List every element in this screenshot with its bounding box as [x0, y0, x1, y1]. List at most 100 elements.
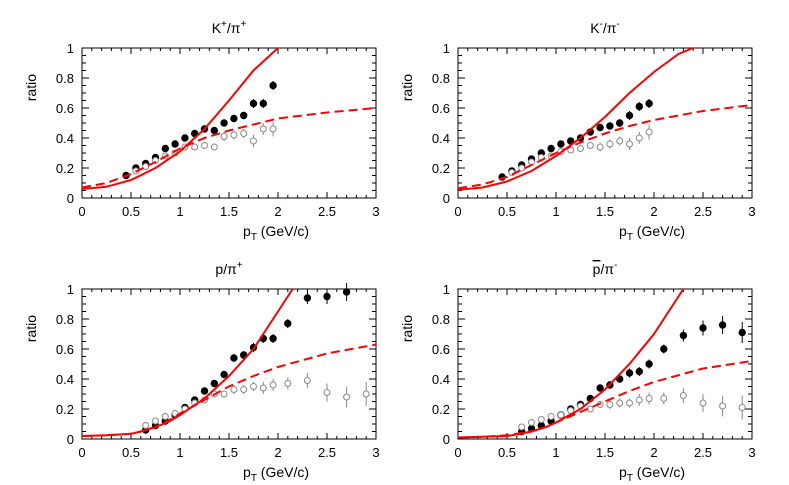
open-data-point: [645, 128, 653, 136]
open-data-point: [635, 396, 643, 404]
x-tick-label: 2: [274, 445, 281, 460]
filled-data-point: [645, 360, 653, 368]
filled-data-point: [635, 102, 643, 111]
x-tick-label: 0.5: [122, 445, 140, 460]
filled-data-point: [284, 319, 292, 328]
y-tick-label: 0.4: [56, 372, 74, 387]
open-data-point: [547, 413, 555, 420]
y-tick-label: 0.2: [432, 161, 450, 176]
filled-data-point: [718, 321, 727, 329]
open-data-point: [616, 399, 624, 407]
open-data-point: [230, 386, 238, 393]
filled-data-point: [616, 119, 624, 127]
open-data-point: [518, 423, 526, 431]
filled-data-point: [269, 334, 277, 343]
filled-data-point: [635, 367, 643, 376]
filled-data-point: [660, 345, 668, 353]
open-data-point: [269, 125, 277, 133]
y-tick-label: 0.6: [56, 342, 74, 357]
open-data-point: [719, 402, 727, 410]
x-tick-label: 1.5: [596, 445, 614, 460]
plot-frame: [81, 288, 377, 440]
open-data-point: [269, 381, 277, 389]
open-data-point: [230, 131, 238, 139]
x-tick-label: 1: [552, 445, 559, 460]
open-data-point: [645, 395, 653, 402]
y-tick-label: 0: [67, 191, 74, 206]
x-tick-label: 2.5: [694, 445, 712, 460]
filled-data-point: [303, 294, 312, 302]
open-data-point: [191, 143, 199, 151]
x-tick-label: 2: [650, 204, 657, 219]
dashed-curve: [82, 107, 376, 189]
y-tick-label: 0.4: [432, 372, 450, 387]
open-data-point: [250, 137, 257, 145]
y-tick-label: 0.2: [432, 402, 450, 417]
chart-title: p/π-: [593, 260, 618, 277]
open-data-point: [142, 163, 150, 170]
filled-data-point: [596, 123, 604, 132]
x-tick-label: 1: [176, 204, 183, 219]
open-data-point: [152, 417, 159, 425]
y-tick-label: 0.6: [432, 342, 450, 357]
filled-data-point: [200, 387, 209, 395]
solid-curve: [458, 48, 694, 191]
filled-data-point: [220, 119, 228, 127]
open-data-point: [626, 140, 633, 148]
filled-data-point: [645, 99, 653, 108]
open-data-point: [161, 413, 169, 420]
x-tick-label: 3: [372, 445, 379, 460]
open-data-point: [660, 395, 668, 402]
y-tick-label: 1: [67, 41, 74, 56]
filled-data-point: [679, 331, 688, 340]
filled-data-point: [269, 81, 277, 90]
open-data-point: [220, 390, 228, 398]
filled-data-point: [596, 384, 604, 392]
chart-title: K-/π-: [590, 19, 620, 36]
filled-data-point: [161, 144, 170, 153]
open-data-point: [616, 137, 624, 145]
open-data-point: [596, 143, 604, 151]
filled-data-point: [259, 99, 267, 108]
open-data-point: [259, 125, 267, 133]
filled-data-point: [699, 324, 707, 332]
filled-data-point: [220, 370, 228, 379]
dashed-curve: [82, 343, 376, 437]
open-data-point: [284, 380, 292, 387]
filled-data-point: [210, 379, 219, 388]
y-tick-label: 0.8: [432, 312, 450, 327]
y-tick-label: 1: [443, 41, 450, 56]
open-data-point: [250, 383, 257, 390]
chart-panel-2: 0 0.5 1 1.5 2 2.5 3 0 0.2 0.4 0.6 0.8 1 K-/π-ratio pT …: [399, 19, 756, 243]
x-tick-label: 3: [748, 445, 755, 460]
filled-data-point: [171, 140, 179, 148]
open-data-point: [142, 422, 150, 429]
open-data-point: [557, 411, 565, 419]
open-data-point: [537, 416, 545, 423]
open-data-point: [679, 392, 687, 399]
x-tick-label: 0.5: [498, 445, 516, 460]
y-axis-label: ratio: [23, 74, 39, 101]
y-tick-label: 0.4: [56, 131, 74, 146]
filled-data-point: [210, 126, 219, 135]
filled-data-point: [738, 328, 746, 337]
dashed-curve: [458, 104, 752, 190]
y-tick-label: 0: [443, 191, 450, 206]
chart-title: K+/π+: [212, 19, 247, 36]
open-data-point: [259, 384, 267, 392]
x-tick-label: 0.5: [122, 204, 140, 219]
solid-curve: [82, 289, 294, 437]
chart-panel-3: 0 0.5 1 1.5 2 2.5 3 0 0.2 0.4 0.6 0.8 1 p/π+ ratio pT (…: [23, 260, 380, 484]
filled-data-point: [230, 354, 238, 362]
y-tick-label: 0.8: [56, 71, 74, 86]
x-tick-label: 1.5: [220, 445, 238, 460]
x-tick-label: 2.5: [318, 445, 336, 460]
x-tick-label: 0: [454, 204, 461, 219]
x-axis-label: pT (GeV/c): [619, 223, 685, 243]
x-tick-label: 2: [650, 445, 657, 460]
filled-data-point: [616, 375, 624, 383]
x-axis-label: pT (GeV/c): [243, 223, 309, 243]
open-data-point: [343, 393, 351, 401]
y-tick-label: 1: [67, 282, 74, 297]
